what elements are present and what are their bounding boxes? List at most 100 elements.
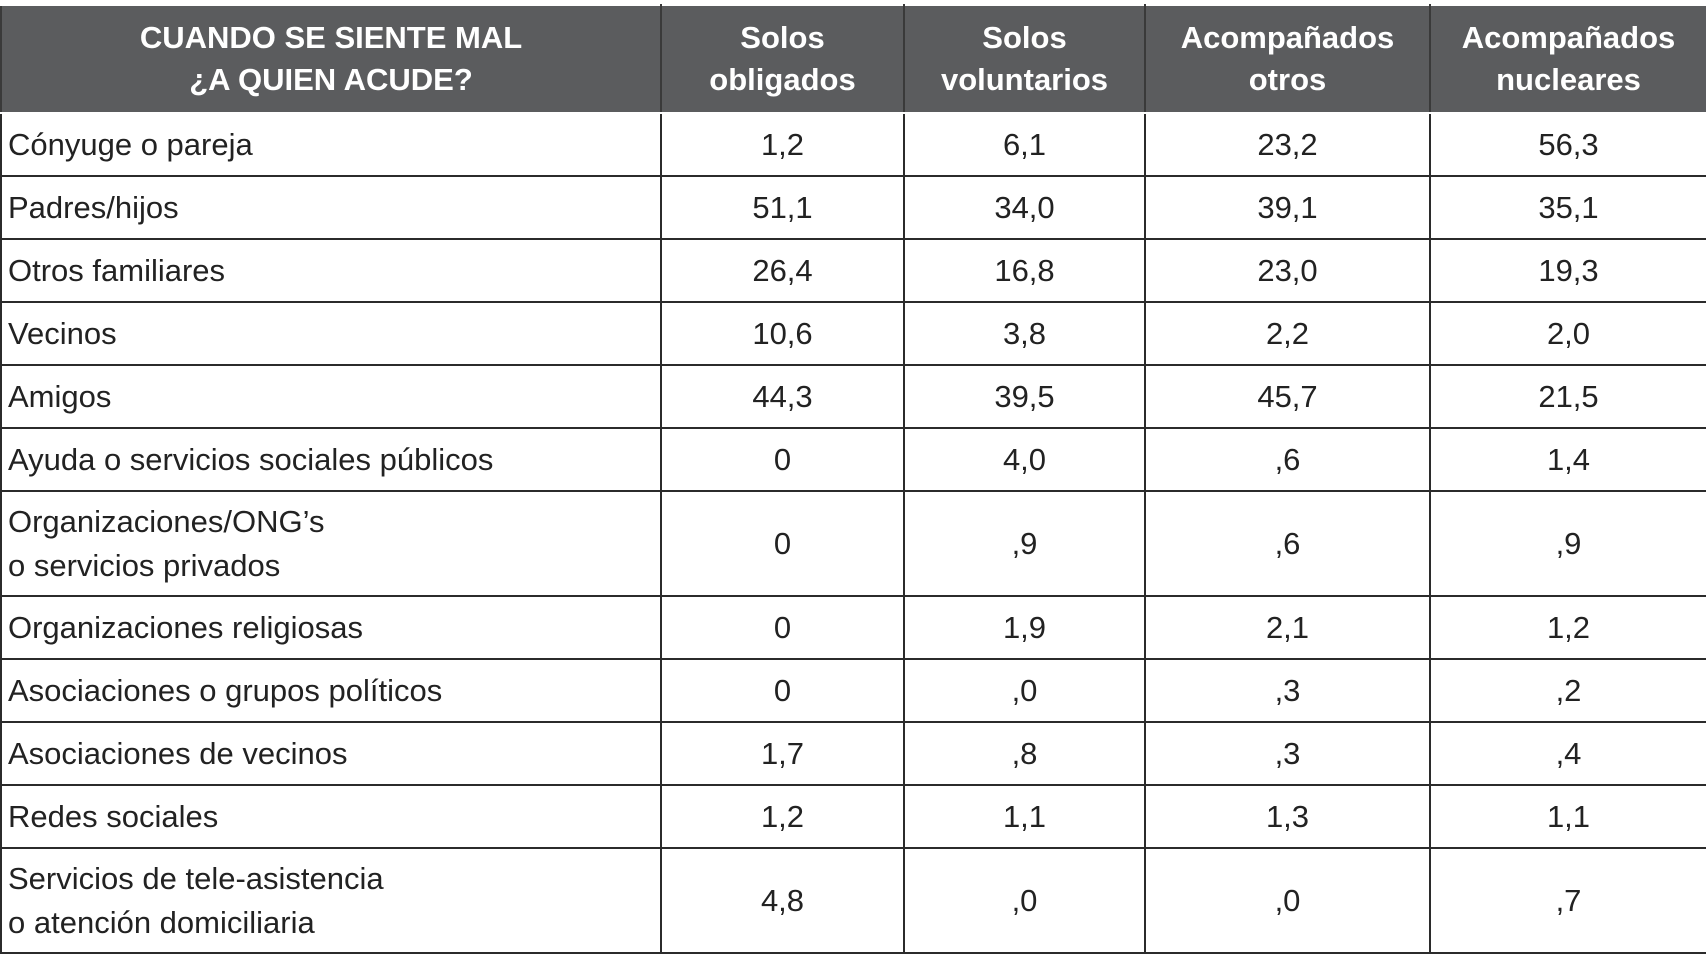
table-row: Vecinos 10,6 3,8 2,2 2,0 — [0, 301, 1706, 366]
row-label: Asociaciones de vecinos — [0, 721, 662, 786]
value-cell: 1,7 — [660, 721, 905, 786]
cell-line: Cónyuge o pareja — [8, 126, 253, 162]
value-cell: 1,1 — [1429, 784, 1706, 849]
value-cell: 1,2 — [1429, 595, 1706, 660]
value-cell: ,0 — [903, 847, 1146, 954]
column-header: CUANDO SE SIENTE MAL ¿A QUIEN ACUDE? — [0, 4, 662, 114]
cell-line: o servicios privados — [8, 547, 281, 583]
cell-line: Acompañados — [1461, 20, 1676, 55]
value-cell: ,9 — [903, 490, 1146, 597]
value-cell: 56,3 — [1429, 112, 1706, 177]
value-cell: 1,3 — [1144, 784, 1431, 849]
value-cell: ,3 — [1144, 721, 1431, 786]
value-cell: 39,5 — [903, 364, 1146, 429]
cell-line: Acompañados — [1180, 20, 1395, 55]
value-cell: 39,1 — [1144, 175, 1431, 240]
cell-line: o atención domiciliaria — [8, 904, 315, 940]
value-cell: ,8 — [903, 721, 1146, 786]
cell-line: Organizaciones/ONG’s — [8, 503, 325, 539]
value-cell: 21,5 — [1429, 364, 1706, 429]
cell-line: otros — [1248, 62, 1327, 97]
table-row: Cónyuge o pareja 1,2 6,1 23,2 56,3 — [0, 112, 1706, 177]
row-label: Asociaciones o grupos políticos — [0, 658, 662, 723]
value-cell: 19,3 — [1429, 238, 1706, 303]
value-cell: 6,1 — [903, 112, 1146, 177]
row-label: Ayuda o servicios sociales públicos — [0, 427, 662, 492]
value-cell: ,0 — [1144, 847, 1431, 954]
value-cell: 2,2 — [1144, 301, 1431, 366]
row-label: Padres/hijos — [0, 175, 662, 240]
value-cell: 2,1 — [1144, 595, 1431, 660]
cell-line: Asociaciones o grupos políticos — [8, 672, 443, 708]
value-cell: ,3 — [1144, 658, 1431, 723]
cell-line: Solos — [982, 20, 1067, 55]
value-cell: 35,1 — [1429, 175, 1706, 240]
table-row: Organizaciones religiosas 0 1,9 2,1 1,2 — [0, 595, 1706, 660]
value-cell: 0 — [660, 427, 905, 492]
cell-line: ¿A QUIEN ACUDE? — [189, 62, 473, 97]
row-label: Otros familiares — [0, 238, 662, 303]
value-cell: ,0 — [903, 658, 1146, 723]
value-cell: ,4 — [1429, 721, 1706, 786]
column-header: Solos obligados — [660, 4, 905, 114]
value-cell: 45,7 — [1144, 364, 1431, 429]
column-header: Acompañados nucleares — [1429, 4, 1706, 114]
value-cell: 0 — [660, 595, 905, 660]
cell-line: Solos — [740, 20, 825, 55]
row-label: Servicios de tele-asistencia o atención d… — [0, 847, 662, 954]
value-cell: 26,4 — [660, 238, 905, 303]
value-cell: 1,4 — [1429, 427, 1706, 492]
row-label: Organizaciones religiosas — [0, 595, 662, 660]
row-label: Redes sociales — [0, 784, 662, 849]
table-body: Cónyuge o pareja 1,2 6,1 23,2 56,3 Padres/hij… — [0, 112, 1706, 954]
value-cell: 16,8 — [903, 238, 1146, 303]
cell-line: Amigos — [8, 378, 112, 414]
table-row: Redes sociales 1,2 1,1 1,3 1,1 — [0, 784, 1706, 849]
cell-line: Asociaciones de vecinos — [8, 735, 348, 771]
column-header: Acompañados otros — [1144, 4, 1431, 114]
cell-line: Otros familiares — [8, 252, 226, 288]
cell-line: Padres/hijos — [8, 189, 179, 225]
table-row: Otros familiares 26,4 16,8 23,0 19,3 — [0, 238, 1706, 303]
cell-line: obligados — [709, 62, 856, 97]
value-cell: 51,1 — [660, 175, 905, 240]
cell-line: Servicios de tele-asistencia — [8, 860, 384, 896]
column-header: Solos voluntarios — [903, 4, 1146, 114]
row-label: Cónyuge o pareja — [0, 112, 662, 177]
table-row: Amigos 44,3 39,5 45,7 21,5 — [0, 364, 1706, 429]
value-cell: 1,9 — [903, 595, 1146, 660]
value-cell: 4,0 — [903, 427, 1146, 492]
value-cell: 1,1 — [903, 784, 1146, 849]
value-cell: 1,2 — [660, 784, 905, 849]
cell-line: Organizaciones religiosas — [8, 609, 363, 645]
value-cell: ,6 — [1144, 427, 1431, 492]
value-cell: 4,8 — [660, 847, 905, 954]
value-cell: 44,3 — [660, 364, 905, 429]
value-cell: ,7 — [1429, 847, 1706, 954]
data-table: CUANDO SE SIENTE MAL ¿A QUIEN ACUDE? Solos… — [0, 4, 1706, 954]
value-cell: 0 — [660, 490, 905, 597]
value-cell: 0 — [660, 658, 905, 723]
value-cell: 1,2 — [660, 112, 905, 177]
cell-line: nucleares — [1496, 62, 1641, 97]
value-cell: 10,6 — [660, 301, 905, 366]
row-label: Vecinos — [0, 301, 662, 366]
page: {"table": { "columns": [ ["CUANDO SE SIE… — [0, 4, 1706, 964]
value-cell: 34,0 — [903, 175, 1146, 240]
table-row: Organizaciones/ONG’s o servicios privados… — [0, 490, 1706, 597]
cell-line: CUANDO SE SIENTE MAL — [139, 20, 523, 55]
cell-line: Redes sociales — [8, 798, 219, 834]
value-cell: ,2 — [1429, 658, 1706, 723]
header-row: CUANDO SE SIENTE MAL ¿A QUIEN ACUDE? Solos… — [0, 4, 1706, 114]
table-row: Asociaciones o grupos políticos 0,0,3,2 — [0, 658, 1706, 723]
cell-line: Ayuda o servicios sociales públicos — [8, 441, 494, 477]
value-cell: 23,2 — [1144, 112, 1431, 177]
table-row: Asociaciones de vecinos 1,7,8,3,4 — [0, 721, 1706, 786]
value-cell: ,6 — [1144, 490, 1431, 597]
value-cell: 2,0 — [1429, 301, 1706, 366]
row-label: Organizaciones/ONG’s o servicios privados — [0, 490, 662, 597]
value-cell: ,9 — [1429, 490, 1706, 597]
table-row: Servicios de tele-asistencia o atención d… — [0, 847, 1706, 954]
value-cell: 23,0 — [1144, 238, 1431, 303]
cell-line: Vecinos — [8, 315, 117, 351]
